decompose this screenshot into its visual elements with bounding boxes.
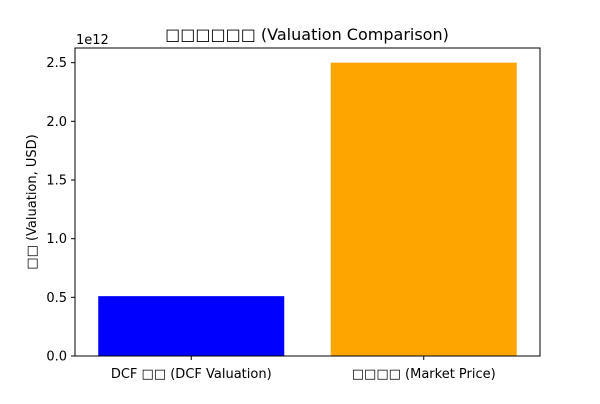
bar-2 — [330, 62, 517, 357]
y-tick-label: 2.5 — [46, 56, 67, 71]
y-tick-label: 2.0 — [46, 115, 67, 130]
x-tick-label: □□□□ (Market Price) — [352, 367, 496, 382]
chart-title: □□□□□□ (Valuation Comparison) — [165, 25, 449, 44]
x-tick-label: DCF □□ (DCF Valuation) — [111, 367, 272, 382]
y-axis-label: □□ (Valuation, USD) — [25, 134, 40, 269]
bars-layer — [98, 62, 517, 357]
y-tick-label: 1.0 — [46, 232, 67, 247]
y-tick-label: 0.5 — [46, 291, 67, 306]
plot-frame — [74, 47, 541, 357]
x-ticks-layer: DCF □□ (DCF Valuation) □□□□ (Market Price… — [111, 356, 496, 382]
y-tick-label: 0.0 — [46, 350, 67, 365]
y-ticks-layer: 0.0 0.5 1.0 1.5 2.0 2.5 — [46, 56, 75, 365]
y-axis-offset-label: 1e12 — [76, 33, 109, 48]
bar-1 — [98, 296, 285, 356]
y-tick-label: 1.5 — [46, 174, 67, 189]
